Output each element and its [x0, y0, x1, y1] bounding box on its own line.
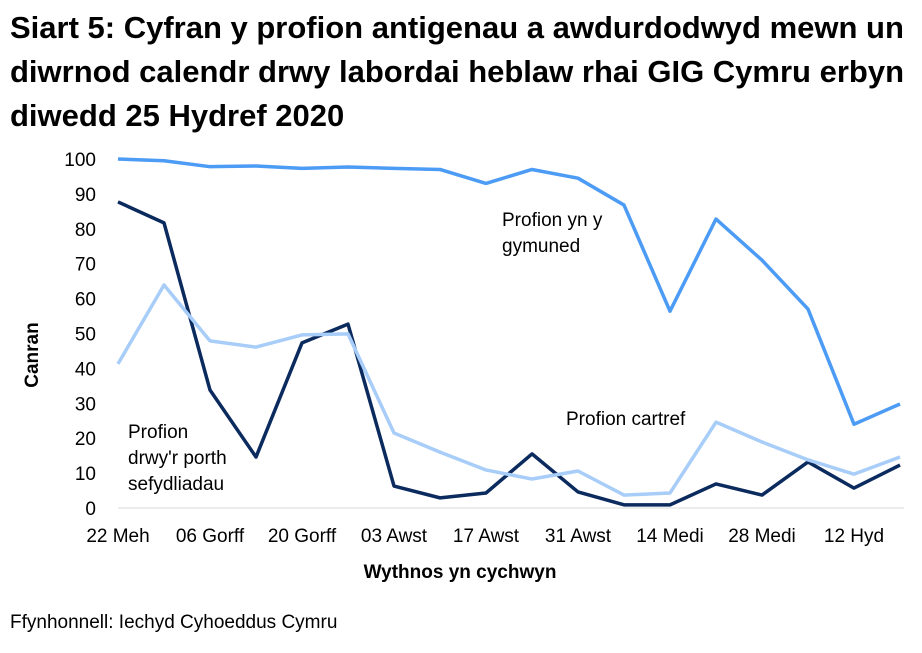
y-axis-title: Canran: [22, 322, 43, 387]
x-tick-label: 20 Gorff: [268, 526, 337, 547]
series-label: Profion yn y: [502, 210, 603, 231]
x-axis-title: Wythnos yn cychwyn: [364, 562, 557, 583]
x-tick-label: 17 Awst: [453, 526, 520, 547]
y-tick-label: 90: [75, 185, 96, 206]
series-label: Profion cartref: [566, 409, 686, 430]
x-tick-label: 14 Medi: [636, 526, 704, 547]
y-tick-label: 60: [75, 290, 96, 311]
series-label: gymuned: [502, 236, 580, 257]
chart-title: Siart 5: Cyfran y profion antigenau a aw…: [10, 10, 905, 133]
series-line-0: [117, 157, 901, 426]
series-label: Profion: [128, 422, 188, 443]
y-tick-label: 80: [75, 220, 96, 241]
source-note: Ffynhonnell: Iechyd Cyhoeddus Cymru: [10, 612, 338, 633]
y-tick-label: 100: [64, 150, 96, 171]
x-tick-label: 03 Awst: [361, 526, 428, 547]
y-tick-label: 0: [85, 499, 96, 520]
x-tick-label: 06 Gorff: [176, 526, 245, 547]
x-tick-label: 31 Awst: [545, 526, 612, 547]
y-tick-label: 30: [75, 394, 96, 415]
y-tick-label: 40: [75, 359, 96, 380]
series-label: sefydliadau: [128, 474, 224, 495]
y-tick-label: 10: [75, 464, 96, 485]
y-tick-label: 20: [75, 429, 96, 450]
x-tick-label: 12 Hyd: [824, 526, 884, 547]
y-tick-label: 50: [75, 325, 96, 346]
series-label: drwy'r porth: [128, 448, 227, 469]
x-tick-label: 22 Meh: [86, 526, 149, 547]
x-tick-label: 28 Medi: [728, 526, 796, 547]
y-tick-label: 70: [75, 255, 96, 276]
series-line-2: [116, 283, 901, 497]
